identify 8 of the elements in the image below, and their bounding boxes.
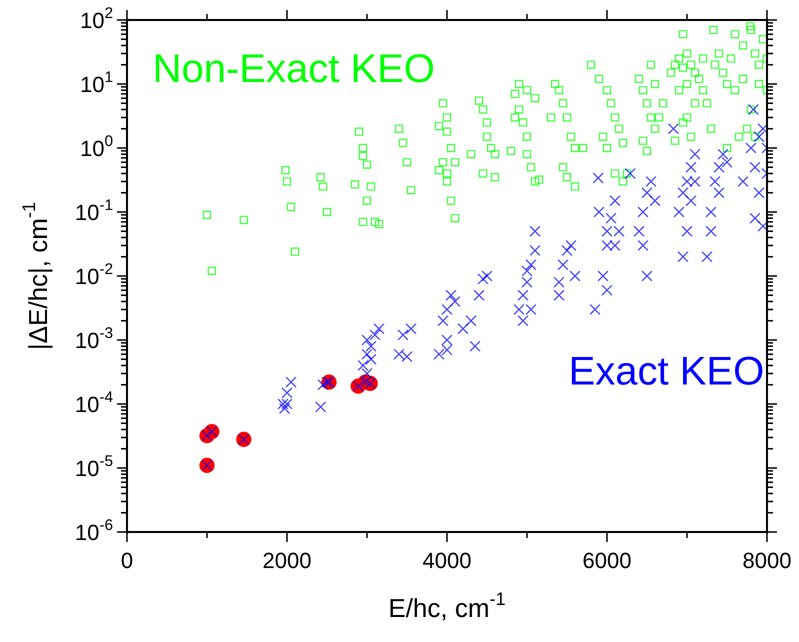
x-tick-label: 2000 — [262, 548, 312, 574]
series-label: Non-Exact KEO — [152, 47, 435, 92]
x-tick-label: 8000 — [742, 548, 792, 574]
series-label: Exact KEO — [568, 349, 764, 394]
y-axis-title: |ΔE/hc|, cm-1 — [19, 202, 54, 350]
x-tick-label: 4000 — [422, 548, 472, 574]
x-tick-label: 6000 — [582, 548, 632, 574]
x-tick-label: 0 — [120, 548, 134, 574]
